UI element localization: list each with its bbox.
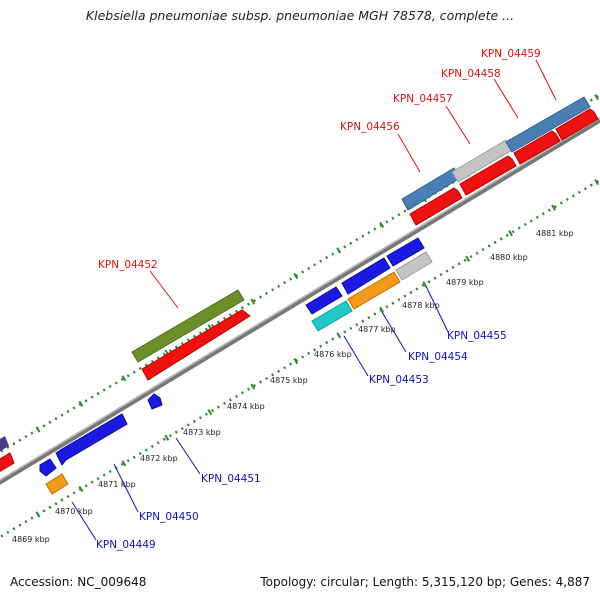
gene-label-forward[interactable]: KPN_04459 (481, 48, 541, 60)
gene-feature-blue[interactable] (341, 257, 391, 295)
genome-summary: Topology: circular; Length: 5,315,120 bp… (260, 575, 590, 589)
ruler-label: 4876 kbp (314, 350, 352, 359)
accession-info: Accession: NC_009648 (10, 575, 147, 589)
gene-label-reverse[interactable]: KPN_04454 (408, 351, 468, 363)
ruler-tick (121, 460, 127, 467)
ruler-label: 4877 kbp (358, 325, 396, 334)
gene-feature-blue[interactable] (386, 237, 425, 267)
ruler-label: 4881 kbp (536, 229, 574, 238)
ruler-label: 4872 kbp (140, 454, 178, 463)
ruler-label: 4878 kbp (402, 301, 440, 310)
ruler-tick (551, 204, 556, 211)
gene-label-forward[interactable]: KPN_04452 (98, 259, 158, 271)
ruler-tick (379, 306, 385, 313)
gene-feature-red[interactable] (409, 187, 463, 226)
gene-label-forward[interactable]: KPN_04458 (441, 68, 501, 80)
ruler-label: 4875 kbp (270, 376, 308, 385)
ruler-tick (164, 434, 170, 441)
ruler-tick (35, 511, 41, 518)
gene-feature-blue[interactable] (55, 413, 128, 466)
gene-feature-red[interactable] (555, 108, 599, 141)
gene-label-reverse[interactable]: KPN_04451 (201, 473, 261, 485)
ruler-tick (250, 383, 256, 390)
ruler-ticks-lower (35, 178, 599, 518)
ruler-tick (465, 255, 471, 262)
ruler-label: 4869 kbp (12, 535, 50, 544)
gene-feature-blue[interactable] (39, 458, 57, 477)
ruler-tick (207, 409, 213, 416)
gene-feature-purple[interactable] (0, 436, 9, 452)
ruler-label: 4870 kbp (55, 507, 93, 516)
gene-feature-olive[interactable] (131, 289, 245, 363)
gene-feature-red[interactable] (0, 452, 15, 472)
gene-feature-red[interactable] (141, 309, 251, 381)
ruler-tick (336, 247, 342, 254)
ruler-label: 4880 kbp (490, 253, 528, 262)
ruler-label: 4879 kbp (446, 278, 484, 287)
ruler-tick (508, 230, 514, 237)
gene-features-forward[interactable] (0, 96, 599, 472)
ruler-label: 4873 kbp (183, 428, 221, 437)
ruler-tick (422, 281, 428, 288)
gene-feature-red[interactable] (459, 155, 517, 196)
gene-feature-orange[interactable] (45, 473, 69, 495)
gene-feature-blue[interactable] (147, 393, 163, 410)
ruler-tick (293, 272, 299, 280)
gene-label-forward[interactable]: KPN_04457 (393, 93, 453, 105)
ruler-tick (594, 93, 599, 101)
ruler-tick (250, 298, 256, 305)
page-title: Klebsiella pneumoniae subsp. pneumoniae … (85, 8, 515, 23)
gene-feature-orange[interactable] (347, 271, 401, 310)
gene-label-reverse[interactable]: KPN_04450 (139, 511, 199, 523)
ruler-tick (121, 375, 127, 382)
ruler-tick (379, 221, 385, 228)
genome-backbone-highlight (0, 117, 600, 481)
gene-feature-silver[interactable] (395, 251, 433, 281)
gene-feature-blue[interactable] (305, 286, 343, 315)
gene-features-reverse[interactable] (39, 237, 433, 495)
ruler-tick (594, 178, 599, 186)
gene-feature-steel[interactable] (505, 96, 591, 153)
ruler-tick (336, 332, 342, 339)
ruler-label: 4871 kbp (98, 480, 136, 489)
gene-label-reverse[interactable]: KPN_04453 (369, 374, 429, 386)
ruler-tick (78, 485, 84, 492)
gene-label-forward[interactable]: KPN_04456 (340, 121, 400, 133)
genome-backbone (0, 117, 600, 485)
gene-feature-red[interactable] (513, 130, 561, 165)
gene-label-reverse[interactable]: KPN_04449 (96, 539, 156, 551)
gene-label-reverse[interactable]: KPN_04455 (447, 330, 507, 342)
gene-callouts-reverse (71, 285, 449, 541)
gene-callouts-forward (149, 59, 557, 309)
ruler-label: 4874 kbp (227, 402, 265, 411)
gene-feature-cyan[interactable] (311, 300, 353, 332)
ruler-tick (35, 426, 41, 433)
ruler-tick (78, 400, 84, 407)
ruler-tick (293, 357, 299, 365)
